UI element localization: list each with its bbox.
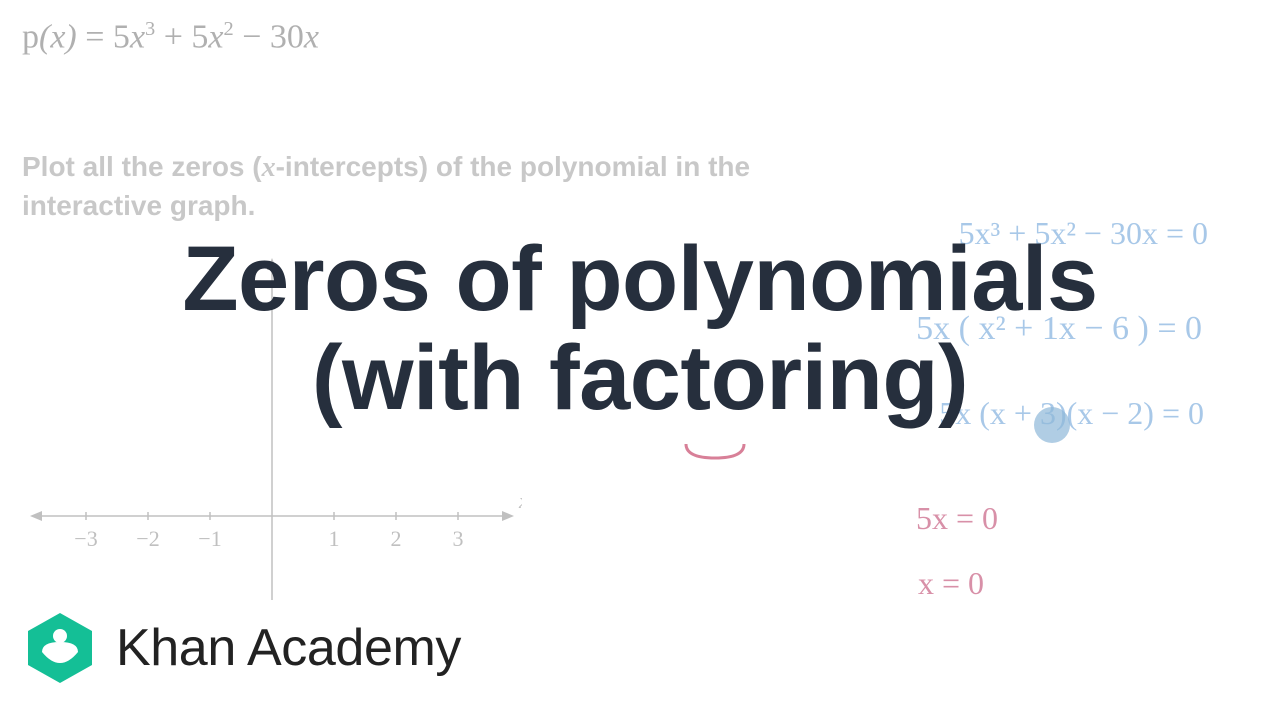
khan-logo-block: Khan Academy	[22, 610, 461, 686]
khan-hexagon-icon	[22, 610, 98, 686]
xtick-1: 1	[329, 526, 340, 551]
handwriting-eq5: x = 0	[918, 565, 984, 602]
title-line1: Zeros of polynomials	[0, 230, 1280, 329]
khan-academy-label: Khan Academy	[116, 618, 461, 678]
title-line2: (with factoring)	[0, 329, 1280, 428]
x-axis-label: x	[518, 488, 522, 513]
polynomial-equation: p(x) = 5x3 + 5x2 − 30x	[22, 18, 319, 56]
instruction-x: x	[262, 152, 276, 183]
instruction-line2: interactive graph.	[22, 190, 255, 221]
pink-bracket-icon	[680, 440, 750, 472]
instruction-text: Plot all the zeros (x-intercepts) of the…	[22, 148, 750, 225]
xtick-neg3: −3	[74, 526, 97, 551]
instruction-line1-post: -intercepts) of the polynomial in the	[276, 151, 750, 182]
xtick-2: 2	[391, 526, 402, 551]
xtick-neg1: −1	[198, 526, 221, 551]
handwriting-eq4: 5x = 0	[916, 500, 998, 537]
instruction-line1-pre: Plot all the zeros (	[22, 151, 262, 182]
xtick-3: 3	[453, 526, 464, 551]
xtick-neg2: −2	[136, 526, 159, 551]
video-title: Zeros of polynomials (with factoring)	[0, 230, 1280, 429]
